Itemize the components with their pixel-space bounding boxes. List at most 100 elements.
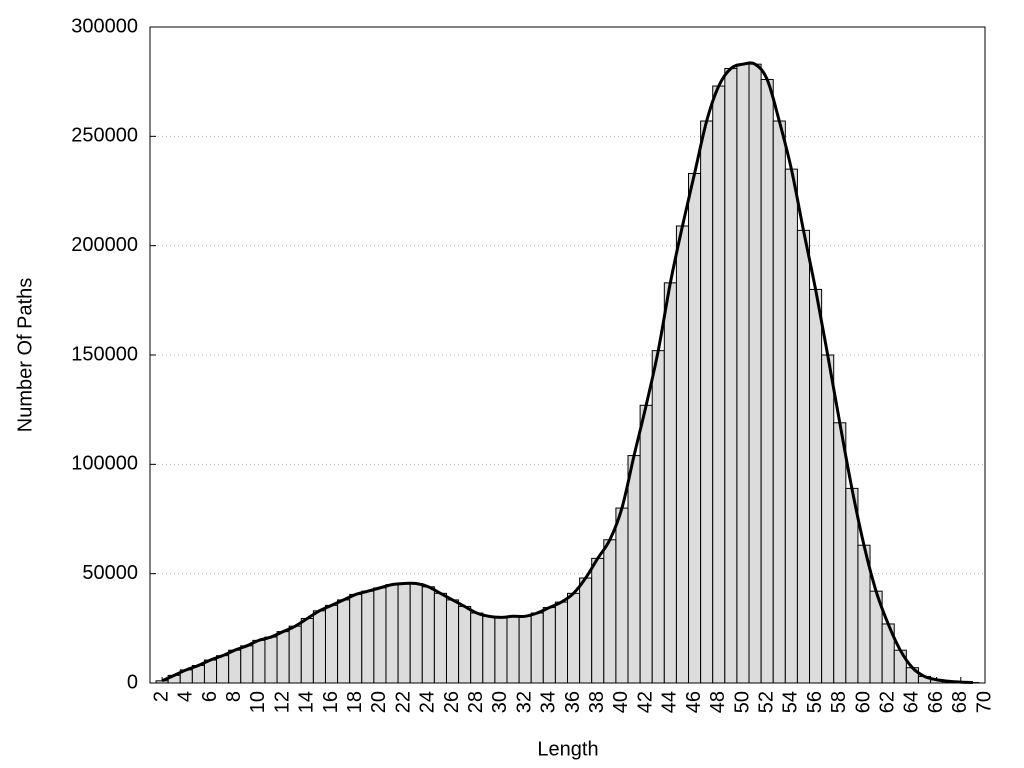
- bar: [276, 631, 290, 684]
- bar: [458, 605, 472, 684]
- x-tick-label: 42: [634, 691, 656, 713]
- x-tick-label: 34: [538, 691, 560, 713]
- bar: [675, 225, 690, 684]
- y-tick-label: 150000: [71, 343, 138, 365]
- bar: [567, 592, 581, 684]
- x-tick-label: 40: [610, 691, 632, 713]
- bar: [591, 557, 605, 684]
- bar: [760, 78, 774, 684]
- bar: [337, 599, 351, 684]
- bar: [530, 612, 544, 684]
- x-tick-label: 48: [707, 691, 729, 713]
- bar: [579, 577, 593, 684]
- bar: [433, 592, 447, 684]
- x-tick-label: 14: [296, 691, 318, 713]
- y-tick-label: 0: [127, 671, 138, 693]
- bar: [542, 607, 556, 684]
- bar: [288, 625, 302, 684]
- trend-line: [161, 61, 973, 685]
- x-tick-label: 32: [513, 691, 535, 713]
- bar: [482, 615, 496, 684]
- bar: [724, 68, 738, 684]
- x-tick-label: 28: [465, 691, 487, 713]
- x-tick-label: 66: [925, 691, 947, 713]
- x-tick-label: 46: [683, 691, 705, 713]
- x-tick-label: 68: [949, 691, 971, 713]
- bar: [772, 120, 786, 684]
- bar: [421, 586, 435, 684]
- x-axis-label: Length: [537, 738, 598, 760]
- bar: [821, 354, 835, 684]
- bar: [228, 649, 242, 684]
- bar: [615, 507, 629, 684]
- x-tick-label: 54: [780, 691, 802, 713]
- x-tick-label: 64: [901, 691, 923, 713]
- x-tick-label: 2: [150, 691, 172, 702]
- bar: [833, 422, 847, 684]
- bar: [349, 593, 363, 684]
- bar: [445, 599, 460, 684]
- x-tick-label: 52: [755, 691, 777, 713]
- x-tick-label: 44: [659, 691, 681, 713]
- bar: [845, 487, 859, 684]
- bar: [409, 583, 423, 684]
- bar: [712, 85, 726, 684]
- x-tick-label: 26: [441, 691, 463, 713]
- x-tick-label: 6: [199, 691, 221, 702]
- bar: [784, 168, 798, 684]
- bar: [603, 539, 617, 684]
- bar: [627, 455, 641, 684]
- y-axis-label: Number Of Paths: [14, 278, 36, 433]
- x-tick-label: 38: [586, 691, 608, 713]
- x-tick-label: 20: [368, 691, 390, 713]
- y-tick-label: 100000: [71, 453, 138, 475]
- bar: [397, 583, 411, 684]
- bar: [385, 584, 399, 684]
- bar: [240, 645, 254, 684]
- x-tick-label: 70: [973, 691, 995, 713]
- y-tick-label: 200000: [71, 234, 138, 256]
- x-tick-label: 30: [489, 691, 511, 713]
- bar: [300, 617, 314, 684]
- x-tick-label: 58: [828, 691, 850, 713]
- bar: [312, 610, 326, 684]
- bar: [494, 616, 508, 684]
- x-tick-label: 16: [320, 691, 342, 713]
- x-tick-label: 18: [344, 691, 366, 713]
- bar: [361, 590, 375, 684]
- x-tick-label: 56: [804, 691, 826, 713]
- bar: [688, 173, 702, 684]
- x-tick-label: 22: [392, 691, 414, 713]
- bar: [506, 615, 520, 684]
- x-tick-label: 62: [876, 691, 898, 713]
- bar: [373, 587, 387, 684]
- y-tick-label: 300000: [71, 15, 138, 37]
- x-tick-label: 12: [271, 691, 293, 713]
- plot-frame: [149, 26, 986, 684]
- bar: [518, 615, 532, 684]
- bar: [470, 612, 484, 684]
- x-tick-label: 50: [731, 691, 753, 713]
- bar: [736, 63, 750, 684]
- y-tick-label: 50000: [82, 562, 138, 584]
- bar: [700, 120, 714, 684]
- bar: [663, 282, 677, 684]
- bar: [809, 288, 823, 684]
- bar: [264, 636, 278, 684]
- x-tick-label: 60: [852, 691, 874, 713]
- bar: [554, 601, 569, 684]
- x-tick-label: 8: [223, 691, 245, 702]
- x-tick-label: 36: [562, 691, 584, 713]
- bar: [216, 655, 230, 684]
- bar: [748, 63, 762, 684]
- y-tick-label: 250000: [71, 125, 138, 147]
- bar: [651, 350, 665, 684]
- bar: [639, 404, 653, 684]
- bar: [796, 229, 811, 684]
- x-tick-label: 10: [247, 691, 269, 713]
- x-tick-label: 24: [417, 691, 439, 713]
- bar: [252, 639, 266, 684]
- x-tick-label: 4: [175, 691, 197, 702]
- bar: [324, 604, 339, 684]
